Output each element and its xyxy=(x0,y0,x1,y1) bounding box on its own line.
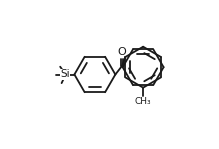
Text: CH₃: CH₃ xyxy=(135,97,152,106)
Text: O: O xyxy=(117,47,126,57)
Text: Si: Si xyxy=(60,69,70,80)
